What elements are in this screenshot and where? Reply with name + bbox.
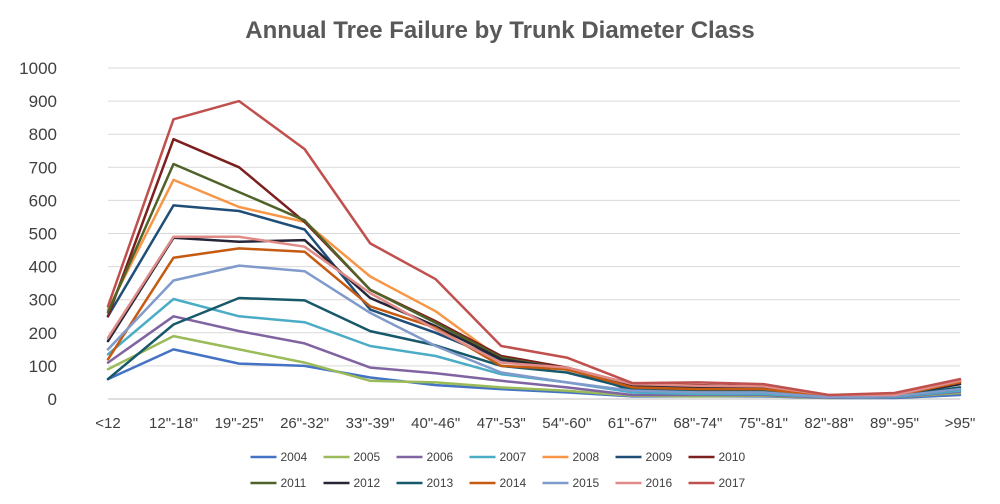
y-tick-label: 200 [29, 324, 57, 343]
x-tick-label: 89"-95" [870, 415, 919, 432]
x-axis-tick-labels: <12 12"-18" 19"-25" 26"-32" 33"-39" 40"-46" 47… [95, 415, 975, 432]
legend-item-2011: 2011 [250, 476, 307, 490]
x-tick-label: 61"-67" [608, 415, 657, 432]
legend-item-2012: 2012 [323, 476, 381, 490]
legend-item-2015: 2015 [542, 476, 600, 490]
y-tick-label: 700 [29, 158, 57, 177]
x-tick-label: >95" [945, 415, 976, 432]
series-line-2017 [106, 99, 962, 397]
legend-label: 2013 [427, 476, 454, 490]
legend-label: 2012 [354, 476, 381, 490]
legend-label: 2007 [500, 450, 527, 464]
legend-label: 2009 [646, 450, 673, 464]
legend-item-2016: 2016 [615, 476, 673, 490]
legend-item-2005: 2005 [323, 450, 381, 464]
legend-item-2014: 2014 [469, 476, 527, 490]
x-tick-label: <12 [95, 415, 120, 432]
legend-item-2007: 2007 [469, 450, 527, 464]
x-tick-label: 19"-25" [215, 415, 264, 432]
x-tick-label: 82"-88" [804, 415, 853, 432]
legend-item-2008: 2008 [542, 450, 600, 464]
y-tick-label: 300 [29, 291, 57, 310]
legend-label: 2017 [719, 476, 746, 490]
y-tick-label: 900 [29, 92, 57, 111]
y-tick-label: 400 [29, 258, 57, 277]
legend-label: 2008 [573, 450, 600, 464]
series-line-2015 [106, 264, 962, 399]
y-tick-label: 100 [29, 357, 57, 376]
chart-title: Annual Tree Failure by Trunk Diameter Cl… [245, 17, 755, 44]
legend-label: 2006 [427, 450, 454, 464]
legend-label: 2016 [646, 476, 673, 490]
y-tick-label: 1000 [19, 59, 57, 78]
y-tick-label: 500 [29, 225, 57, 244]
y-tick-label: 600 [29, 191, 57, 210]
legend-label: 2005 [354, 450, 381, 464]
legend: 2004 2005 2006 2007 2008 2009 2010 2011 2012 2013… [250, 450, 746, 490]
x-tick-label: 47"-53" [477, 415, 526, 432]
legend-item-2006: 2006 [396, 450, 454, 464]
x-tick-label: 54"-60" [542, 415, 591, 432]
series-2015 [106, 264, 962, 399]
x-tick-label: 12"-18" [149, 415, 198, 432]
legend-label: 2011 [281, 476, 307, 490]
x-tick-label: 26"-32" [280, 415, 329, 432]
y-tick-label: 800 [29, 125, 57, 144]
legend-item-2004: 2004 [250, 450, 308, 464]
legend-label: 2004 [281, 450, 308, 464]
legend-label: 2010 [719, 450, 746, 464]
legend-item-2009: 2009 [615, 450, 673, 464]
legend-item-2010: 2010 [688, 450, 746, 464]
y-axis-tick-labels: 0 100 200 300 400 500 600 700 800 900 1000 [19, 59, 57, 409]
y-tick-label: 0 [48, 390, 57, 409]
x-tick-label: 68"-74" [673, 415, 722, 432]
x-tick-label: 33"-39" [346, 415, 395, 432]
data-series [106, 99, 962, 400]
x-tick-label: 40"-46" [411, 415, 460, 432]
x-tick-label: 75"-81" [739, 415, 788, 432]
legend-label: 2015 [573, 476, 600, 490]
legend-item-2017: 2017 [688, 476, 746, 490]
legend-label: 2014 [500, 476, 527, 490]
series-line-2014 [106, 247, 962, 398]
legend-item-2013: 2013 [396, 476, 454, 490]
series-2017 [106, 99, 962, 397]
